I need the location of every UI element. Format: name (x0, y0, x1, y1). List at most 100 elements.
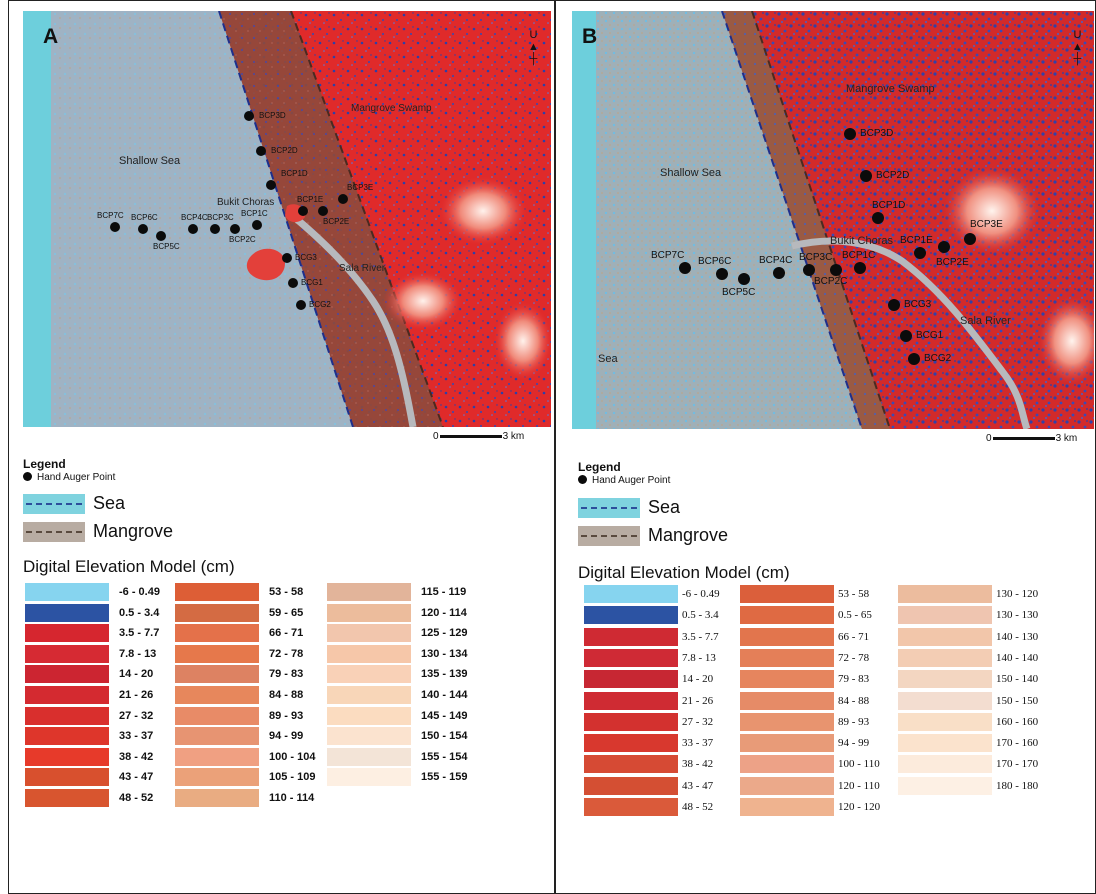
dem-legend-row: 43 - 47 (25, 768, 153, 787)
dem-range-label: 130 - 134 (421, 647, 468, 660)
auger-point-marker (679, 262, 691, 274)
dem-range-label: 38 - 42 (119, 750, 154, 763)
dem-swatch (175, 706, 259, 725)
dem-legend-row: 135 - 139 (327, 665, 467, 684)
dem-range-label: 21 - 26 (682, 694, 714, 707)
dem-legend-row: 72 - 78 (740, 648, 869, 667)
dem-title: Digital Elevation Model (cm) (23, 557, 235, 576)
dem-swatch (25, 768, 109, 787)
dem-legend-row: 27 - 32 (25, 706, 154, 725)
auger-point-label: BCP1E (900, 235, 933, 246)
dem-swatch (327, 768, 411, 787)
dem-range-label: 7.8 - 13 (682, 651, 716, 664)
auger-point-marker (266, 180, 276, 190)
dem-legend-row: 155 - 154 (327, 747, 467, 766)
dem-swatch (584, 712, 678, 731)
scale-start: 0 (986, 433, 992, 444)
panel-a: A U ▲ ┼ Shallow Sea Mangrove Swamp Bukit C… (8, 0, 555, 894)
dem-swatch (584, 648, 678, 667)
dem-range-label: 155 - 159 (421, 771, 468, 784)
dem-range-label: 38 - 42 (682, 758, 714, 771)
legend-title: Legend (23, 457, 66, 471)
legend-mangrove-label: Mangrove (648, 525, 729, 545)
legend-mangrove: Mangrove (578, 525, 729, 547)
label-mangrove-swamp: Mangrove Swamp (846, 83, 935, 95)
dem-legend-row: 115 - 119 (327, 583, 466, 601)
dem-swatch (740, 691, 834, 710)
dem-legend-row: 33 - 37 (25, 727, 153, 746)
dem-swatch (25, 624, 109, 643)
dem-swatch (584, 627, 678, 646)
auger-point-label: BCP3D (259, 111, 286, 120)
dem-swatch (898, 712, 992, 731)
dem-swatch (740, 734, 834, 753)
auger-point-label: BCP1C (241, 209, 268, 218)
sea-swatch (578, 498, 640, 519)
auger-point-marker (860, 170, 872, 182)
dem-legend-row: 84 - 88 (175, 686, 303, 704)
dem-range-label: 27 - 32 (119, 709, 154, 722)
dem-swatch (898, 755, 992, 774)
dem-swatch (25, 747, 109, 766)
dem-swatch (25, 727, 109, 746)
dem-swatch (327, 665, 411, 684)
dem-legend-row: -6 - 0.49 (25, 583, 160, 601)
dem-swatch (584, 691, 678, 710)
dem-range-label: 140 - 140 (996, 651, 1039, 664)
auger-point-label: BCP2D (271, 146, 298, 155)
scale-bar: 0 3 km (986, 433, 1077, 444)
dem-range-label: 170 - 170 (996, 758, 1039, 771)
auger-point-marker (738, 273, 750, 285)
dem-legend-row: 180 - 180 (898, 776, 1038, 795)
auger-point-marker (252, 220, 262, 230)
dem-legend-row: 170 - 170 (898, 755, 1039, 774)
dem-range-label: 3.5 - 7.7 (119, 627, 160, 640)
map-b-canvas (572, 11, 1094, 429)
dem-range-label: 94 - 99 (838, 737, 870, 750)
dem-range-label: 0.5 - 3.4 (119, 606, 160, 619)
dem-swatch (740, 670, 834, 689)
dem-swatch (25, 686, 109, 704)
scale-start: 0 (433, 431, 439, 442)
dem-swatch (584, 606, 678, 625)
auger-point-label: BCP2D (876, 170, 910, 181)
dem-swatch (740, 627, 834, 646)
dem-legend-row: 14 - 20 (584, 670, 713, 689)
dem-legend-row: 0.5 - 65 (740, 606, 872, 625)
dem-swatch (740, 585, 834, 603)
auger-point-marker (854, 262, 866, 274)
dem-range-label: 48 - 52 (119, 792, 154, 804)
scale-bar: 0 3 km (433, 431, 524, 442)
dem-swatch (327, 624, 411, 643)
auger-point-label: BCP7C (97, 211, 124, 220)
north-label: U (1073, 29, 1082, 41)
dem-swatch (25, 644, 109, 663)
scale-end: 3 km (1055, 433, 1078, 444)
dem-range-label: 120 - 120 (838, 801, 881, 813)
dem-range-label: 150 - 150 (996, 694, 1039, 707)
dem-legend-row: 140 - 144 (327, 686, 467, 704)
auger-point-marker (908, 353, 920, 365)
auger-point-label: BCP2E (936, 257, 969, 268)
auger-point-label: BCP6C (131, 213, 158, 222)
dem-swatch (898, 585, 992, 603)
label-bukit-choras: Bukit Choras (830, 235, 893, 247)
auger-point-label: BCP3E (970, 219, 1003, 230)
auger-point-label: BCG2 (924, 353, 952, 364)
dem-legend-row: 79 - 83 (740, 670, 869, 689)
dem-swatch (740, 648, 834, 667)
map-a: A U ▲ ┼ Shallow Sea Mangrove Swamp Bukit C… (23, 11, 551, 427)
auger-dot-icon (23, 472, 32, 481)
auger-point-marker (282, 253, 292, 263)
north-arrow-icon: U ▲ ┼ (1072, 29, 1083, 65)
legend-title: Legend (578, 460, 621, 474)
dem-swatch (584, 585, 678, 603)
dem-legend-row: 94 - 99 (740, 734, 870, 753)
dem-range-label: 7.8 - 13 (119, 647, 157, 660)
sea-swatch (23, 494, 85, 515)
north-arrow-icon: U ▲ ┼ (528, 29, 539, 65)
dem-legend-row: 145 - 149 (327, 706, 467, 725)
dem-swatch (898, 606, 992, 625)
north-label: U (529, 29, 538, 41)
map-a-canvas (23, 11, 551, 427)
